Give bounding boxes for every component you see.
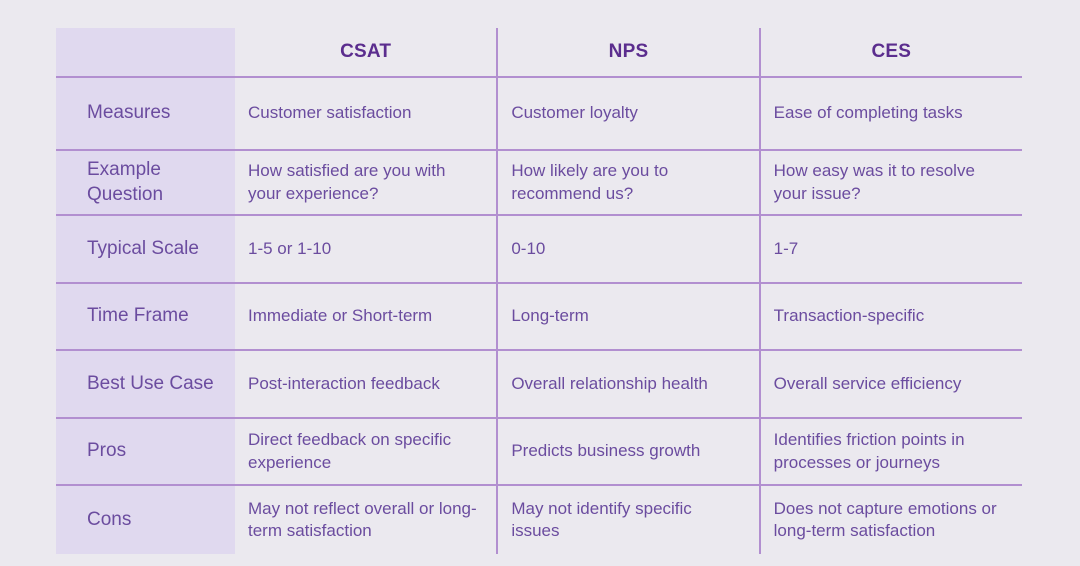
column-header-ces: CES <box>758 28 1022 77</box>
row-label-measures: Measures <box>56 76 235 150</box>
cell-typical-scale-ces: 1-7 <box>758 214 1022 283</box>
cell-time-frame-csat: Immediate or Short-term <box>235 282 498 350</box>
table-body: Measures Customer satisfaction Customer … <box>56 76 1022 554</box>
row-label-best-use-case: Best Use Case <box>56 349 235 418</box>
cell-cons-ces: Does not capture emotions or long-term s… <box>758 484 1022 554</box>
row-label-example-question: Example Question <box>56 149 235 215</box>
column-header-ces-label: CES <box>871 41 912 62</box>
table-row: Measures Customer satisfaction Customer … <box>56 76 1022 150</box>
row-label-typical-scale: Typical Scale <box>56 214 235 283</box>
table-header-row: CSAT NPS CES <box>56 28 1022 77</box>
column-header-label <box>56 28 235 77</box>
cell-example-question-nps: How likely are you to recommend us? <box>496 149 760 215</box>
metric-comparison-table: CSAT NPS CES Measures Customer satisfact… <box>56 28 1022 554</box>
cell-typical-scale-nps: 0-10 <box>496 214 760 283</box>
cell-time-frame-nps: Long-term <box>496 282 760 350</box>
table-row: Pros Direct feedback on specific experie… <box>56 417 1022 485</box>
cell-measures-nps: Customer loyalty <box>496 76 760 150</box>
column-header-nps: NPS <box>496 28 760 77</box>
cell-pros-csat: Direct feedback on specific experience <box>235 417 498 485</box>
cell-best-use-case-csat: Post-interaction feedback <box>235 349 498 418</box>
cell-cons-csat: May not reflect overall or long-term sat… <box>235 484 498 554</box>
cell-measures-csat: Customer satisfaction <box>235 76 498 150</box>
cell-time-frame-ces: Transaction-specific <box>758 282 1022 350</box>
table-row: Best Use Case Post-interaction feedback … <box>56 349 1022 418</box>
row-label-pros: Pros <box>56 417 235 485</box>
cell-best-use-case-nps: Overall relationship health <box>496 349 760 418</box>
table-row: Cons May not reflect overall or long-ter… <box>56 484 1022 554</box>
row-label-cons: Cons <box>56 484 235 554</box>
cell-pros-nps: Predicts business growth <box>496 417 760 485</box>
cell-best-use-case-ces: Overall service efficiency <box>758 349 1022 418</box>
table-row: Example Question How satisfied are you w… <box>56 149 1022 215</box>
cell-pros-ces: Identifies friction points in processes … <box>758 417 1022 485</box>
column-header-nps-label: NPS <box>608 41 649 62</box>
cell-typical-scale-csat: 1-5 or 1-10 <box>235 214 498 283</box>
row-label-time-frame: Time Frame <box>56 282 235 350</box>
table-row: Typical Scale 1-5 or 1-10 0-10 1-7 <box>56 214 1022 283</box>
cell-example-question-ces: How easy was it to resolve your issue? <box>758 149 1022 215</box>
cell-example-question-csat: How satisfied are you with your experien… <box>235 149 498 215</box>
cell-measures-ces: Ease of completing tasks <box>758 76 1022 150</box>
column-header-csat: CSAT <box>235 28 498 77</box>
column-header-csat-label: CSAT <box>340 41 392 62</box>
cell-cons-nps: May not identify specific issues <box>496 484 760 554</box>
table-header: CSAT NPS CES <box>56 28 1022 77</box>
table-row: Time Frame Immediate or Short-term Long-… <box>56 282 1022 350</box>
